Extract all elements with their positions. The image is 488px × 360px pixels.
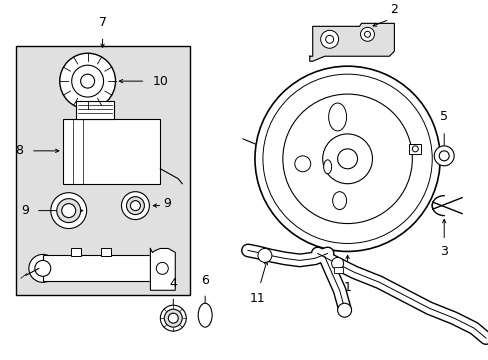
Text: 6: 6 <box>201 274 209 287</box>
Text: 8: 8 <box>15 144 23 157</box>
Circle shape <box>263 74 431 243</box>
Circle shape <box>164 309 182 327</box>
Text: 11: 11 <box>249 292 265 305</box>
Circle shape <box>35 260 51 276</box>
Circle shape <box>360 27 374 41</box>
Text: 5: 5 <box>439 110 447 123</box>
Text: 7: 7 <box>99 16 106 29</box>
Circle shape <box>337 303 351 317</box>
Circle shape <box>81 74 94 88</box>
Circle shape <box>60 53 115 109</box>
Circle shape <box>254 66 439 251</box>
Circle shape <box>257 248 271 262</box>
Circle shape <box>121 192 149 220</box>
Polygon shape <box>150 248 175 290</box>
Circle shape <box>126 197 144 215</box>
Ellipse shape <box>198 303 212 327</box>
Circle shape <box>433 146 453 166</box>
Circle shape <box>438 151 448 161</box>
Bar <box>16 46 190 295</box>
Text: 9: 9 <box>21 204 29 217</box>
Circle shape <box>61 204 76 217</box>
Bar <box>408 144 421 154</box>
Circle shape <box>331 257 343 269</box>
Text: 3: 3 <box>439 246 447 258</box>
Circle shape <box>337 149 357 169</box>
Circle shape <box>325 35 333 43</box>
Bar <box>76 101 113 119</box>
Polygon shape <box>309 23 394 61</box>
Circle shape <box>51 193 86 229</box>
Circle shape <box>294 156 310 172</box>
Circle shape <box>130 201 140 211</box>
Circle shape <box>160 305 186 331</box>
Ellipse shape <box>332 192 346 210</box>
Bar <box>62 119 160 184</box>
Bar <box>43 256 152 281</box>
Circle shape <box>282 94 411 224</box>
Bar <box>71 248 81 256</box>
Circle shape <box>156 262 168 274</box>
Circle shape <box>29 255 57 282</box>
Ellipse shape <box>323 160 331 174</box>
Circle shape <box>168 313 178 323</box>
Text: 10: 10 <box>152 75 168 87</box>
Text: 4: 4 <box>169 277 177 290</box>
Text: 2: 2 <box>389 3 398 17</box>
Circle shape <box>322 134 372 184</box>
Circle shape <box>72 65 103 97</box>
Text: 9: 9 <box>163 197 171 210</box>
Circle shape <box>364 31 370 37</box>
Ellipse shape <box>328 103 346 131</box>
Circle shape <box>411 146 417 152</box>
Text: 1: 1 <box>343 281 351 294</box>
Circle shape <box>320 30 338 48</box>
Bar <box>101 248 110 256</box>
Bar <box>333 267 342 273</box>
Circle shape <box>57 199 81 222</box>
